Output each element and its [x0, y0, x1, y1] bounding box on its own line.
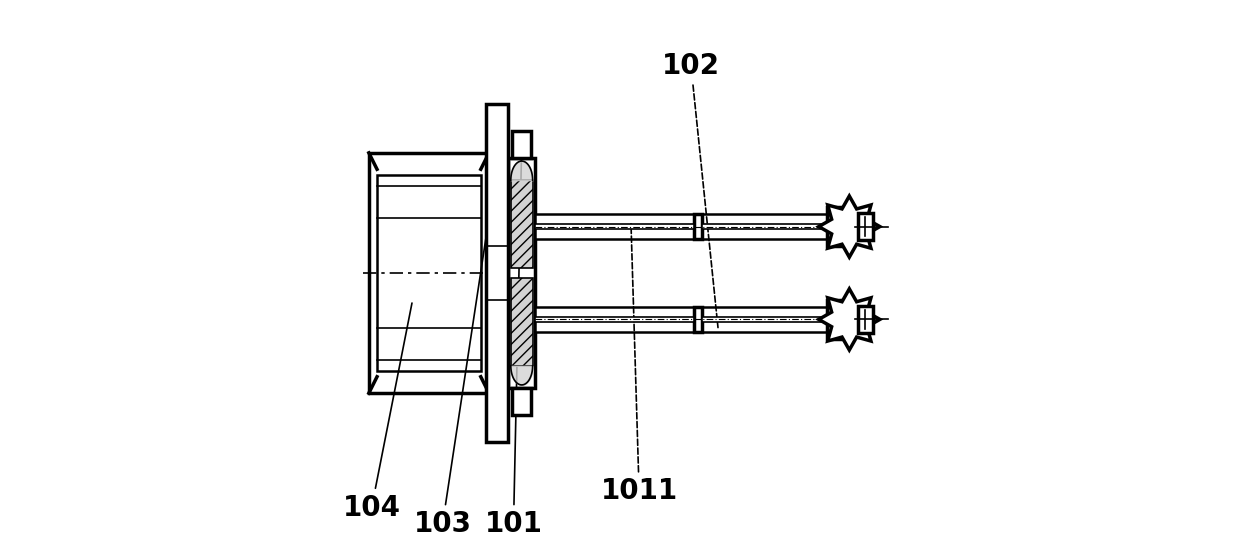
FancyBboxPatch shape — [512, 131, 531, 158]
FancyBboxPatch shape — [508, 158, 536, 388]
FancyBboxPatch shape — [858, 213, 873, 240]
FancyBboxPatch shape — [702, 317, 827, 322]
FancyBboxPatch shape — [702, 224, 827, 229]
Polygon shape — [818, 289, 880, 350]
FancyBboxPatch shape — [536, 214, 693, 239]
FancyBboxPatch shape — [536, 317, 693, 322]
FancyBboxPatch shape — [511, 278, 533, 366]
FancyBboxPatch shape — [702, 214, 827, 239]
Text: 104: 104 — [342, 303, 412, 522]
FancyBboxPatch shape — [702, 307, 827, 332]
FancyBboxPatch shape — [858, 306, 873, 333]
FancyBboxPatch shape — [827, 300, 841, 339]
FancyBboxPatch shape — [511, 180, 533, 268]
Text: 101: 101 — [485, 147, 542, 538]
FancyBboxPatch shape — [512, 388, 531, 415]
FancyBboxPatch shape — [536, 224, 693, 229]
FancyBboxPatch shape — [486, 104, 508, 442]
Text: 103: 103 — [414, 167, 497, 538]
FancyBboxPatch shape — [693, 307, 702, 332]
Polygon shape — [489, 218, 502, 262]
FancyBboxPatch shape — [536, 307, 693, 332]
FancyBboxPatch shape — [827, 207, 841, 246]
FancyBboxPatch shape — [693, 214, 702, 239]
FancyBboxPatch shape — [368, 153, 489, 393]
Text: 1011: 1011 — [600, 224, 678, 506]
Text: 102: 102 — [662, 51, 720, 328]
Polygon shape — [489, 295, 502, 339]
FancyBboxPatch shape — [377, 175, 481, 371]
Polygon shape — [818, 196, 880, 257]
